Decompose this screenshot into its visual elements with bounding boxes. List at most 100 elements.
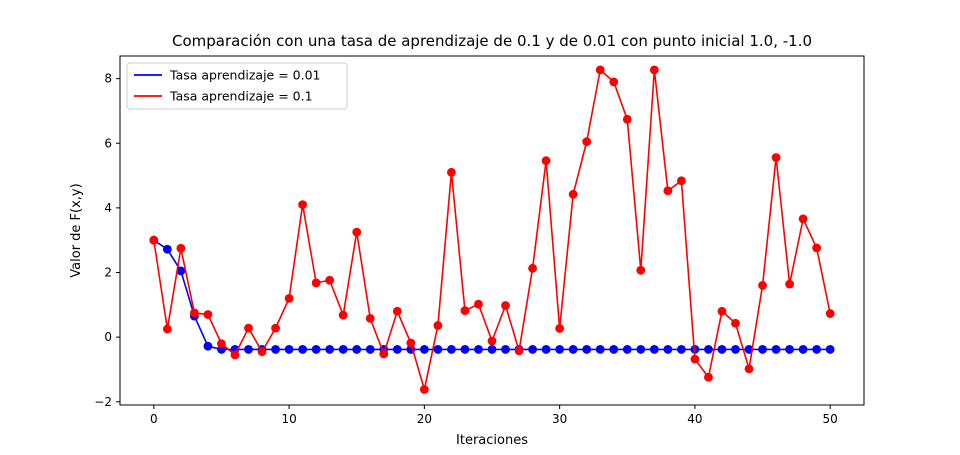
legend-box — [126, 62, 348, 110]
data-point — [731, 318, 740, 328]
data-point — [663, 345, 673, 354]
data-point — [298, 200, 308, 210]
data-point — [365, 313, 375, 323]
data-point — [162, 324, 172, 334]
data-point — [365, 345, 375, 354]
data-point — [622, 345, 632, 354]
data-point — [487, 345, 497, 354]
series-layer — [149, 65, 835, 394]
data-point — [704, 345, 713, 354]
data-point — [230, 350, 240, 360]
data-point — [649, 345, 659, 354]
data-point — [825, 309, 835, 318]
series-line — [153, 239, 831, 351]
y-axis-label: Valor de F(x,y) — [69, 183, 84, 277]
data-point — [284, 345, 294, 354]
data-point — [676, 345, 686, 354]
data-point — [271, 345, 280, 354]
data-point — [460, 345, 470, 354]
data-point — [311, 345, 321, 354]
legend-label: Tasa aprendizaje = 0.1 — [169, 89, 313, 104]
data-point — [798, 214, 808, 224]
y-tick-label: 4 — [104, 201, 112, 215]
data-point — [744, 364, 754, 374]
x-tick-label: 50 — [823, 412, 838, 426]
data-point — [663, 186, 673, 196]
data-point — [758, 281, 767, 290]
data-point — [582, 345, 592, 354]
data-point — [541, 345, 551, 354]
x-axis-ticks: 0 10 20 30 40 50 — [150, 405, 838, 426]
data-point — [176, 266, 186, 276]
data-point — [447, 167, 456, 177]
data-point — [406, 338, 416, 348]
data-point — [758, 345, 767, 354]
data-point — [203, 341, 213, 351]
data-point — [190, 308, 199, 318]
data-point — [149, 235, 159, 245]
data-point — [771, 153, 781, 162]
y-tick-label: 0 — [104, 330, 112, 344]
data-point — [271, 323, 280, 333]
legend-label: Tasa aprendizaje = 0.01 — [169, 68, 321, 83]
data-point — [433, 345, 443, 354]
data-point — [636, 345, 646, 354]
data-point — [731, 345, 740, 354]
data-point — [433, 321, 443, 330]
data-point — [798, 345, 808, 354]
data-point — [501, 345, 510, 354]
data-point — [636, 265, 646, 275]
data-point — [392, 306, 402, 316]
data-point — [609, 345, 619, 354]
data-point — [379, 349, 389, 359]
x-tick-label: 40 — [687, 412, 702, 426]
data-point — [541, 156, 551, 166]
data-point — [582, 137, 592, 147]
x-tick-label: 30 — [552, 412, 567, 426]
data-point — [298, 345, 308, 354]
data-point — [474, 299, 483, 309]
data-point — [785, 279, 794, 289]
data-point — [487, 336, 497, 346]
data-point — [338, 345, 348, 354]
data-point — [352, 345, 362, 354]
plot-area: 0 10 20 30 40 50 −2 0 2 4 6 8 — [94, 55, 865, 426]
data-point — [392, 345, 402, 354]
data-point — [338, 310, 348, 320]
data-point — [419, 385, 429, 394]
data-point — [676, 176, 686, 186]
y-tick-label: 6 — [104, 136, 112, 150]
x-tick-label: 10 — [281, 412, 296, 426]
x-tick-label: 20 — [417, 412, 432, 426]
plot-frame — [119, 55, 865, 406]
data-point — [825, 345, 835, 354]
data-point — [501, 301, 510, 310]
data-point — [568, 345, 578, 354]
data-point — [649, 65, 659, 75]
data-point — [609, 77, 619, 87]
data-point — [447, 345, 456, 354]
data-point — [325, 275, 335, 285]
data-point — [352, 227, 362, 237]
data-point — [717, 306, 727, 316]
data-point — [595, 345, 605, 354]
data-point — [555, 324, 565, 333]
data-point — [474, 345, 483, 354]
data-point — [528, 263, 537, 273]
data-point — [257, 347, 267, 357]
legend: Tasa aprendizaje = 0.01 Tasa aprendizaje … — [126, 62, 348, 110]
data-point — [771, 345, 781, 354]
data-point — [785, 345, 794, 354]
data-point — [460, 306, 470, 316]
data-point — [622, 114, 632, 124]
x-axis-label: Iteraciones — [456, 433, 528, 448]
data-point — [284, 293, 294, 303]
chart-title: Comparación con una tasa de aprendizaje … — [172, 32, 812, 50]
data-point — [704, 372, 713, 382]
data-point — [514, 346, 524, 356]
data-point — [162, 244, 172, 254]
x-tick-label: 0 — [150, 412, 158, 426]
data-point — [528, 345, 537, 354]
y-tick-label: 2 — [104, 266, 112, 280]
data-point — [555, 345, 565, 354]
